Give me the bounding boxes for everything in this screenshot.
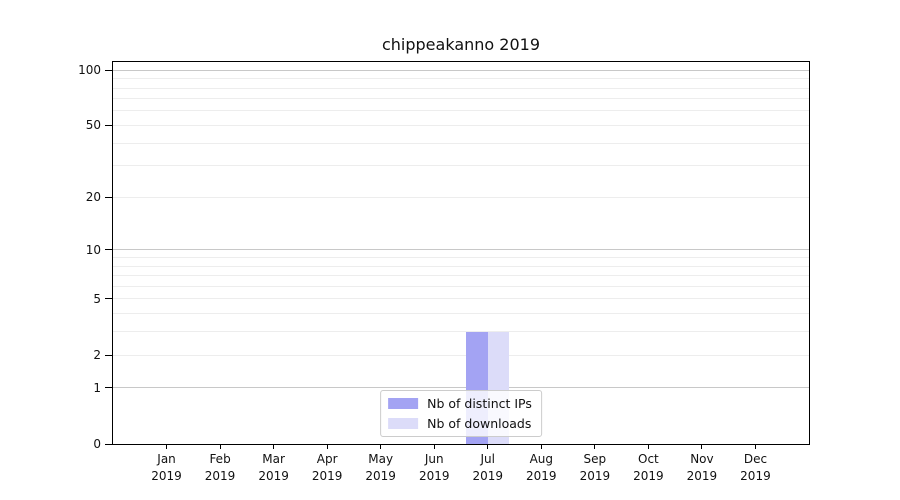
y-tick-label: 100 [78, 63, 101, 78]
x-tick-label: May 2019 [365, 452, 396, 483]
y-gridline-minor [113, 142, 809, 144]
y-gridline-major [113, 249, 809, 251]
y-gridline-minor [113, 313, 809, 315]
y-gridline-minor [113, 124, 809, 126]
y-gridline-minor [113, 196, 809, 198]
x-tick-mark [166, 444, 168, 449]
y-tick-label: 10 [85, 242, 101, 257]
x-tick-mark [326, 444, 328, 449]
x-tick-label: Jun 2019 [418, 452, 450, 483]
x-tick-mark [219, 444, 221, 449]
y-tick-mark [105, 443, 112, 445]
x-tick-mark [754, 444, 756, 449]
legend-swatch-distinct-ips-icon [388, 398, 419, 409]
chart-title: chippeakanno 2019 [381, 35, 540, 54]
legend-item-downloads: Nb of downloads [388, 416, 532, 431]
y-gridline-minor [113, 298, 809, 300]
y-gridline-minor [113, 87, 809, 89]
y-tick-mark [105, 249, 112, 251]
y-tick-mark [105, 298, 112, 300]
x-tick-mark [273, 444, 275, 449]
x-tick-label: Apr 2019 [311, 452, 343, 483]
legend-label-downloads: Nb of downloads [427, 416, 532, 431]
plot-area: 0 1 2 5 10 20 50 100 Jan 2019 Feb 2019 Mar 2019 Apr… [78, 61, 810, 483]
x-tick-label: Dec 2019 [740, 452, 771, 483]
y-tick-mark [105, 124, 112, 126]
y-gridline-minor [113, 354, 809, 356]
x-tick-mark [380, 444, 382, 449]
y-tick-mark [105, 196, 112, 198]
y-tick-label: 20 [85, 190, 101, 205]
y-gridline-minor [113, 78, 809, 80]
x-tick-mark [433, 444, 435, 449]
x-tick-label: Jul 2019 [472, 452, 504, 483]
y-tick-label: 50 [85, 118, 101, 133]
y-gridline-minor [113, 256, 809, 258]
x-tick-label: Nov 2019 [686, 452, 718, 483]
y-gridline-minor [113, 165, 809, 167]
y-gridline-major [113, 387, 809, 389]
y-tick-label: 0 [93, 437, 101, 451]
y-gridline-minor [113, 98, 809, 100]
y-tick-label: 1 [93, 380, 101, 395]
x-tick-mark [487, 444, 489, 449]
y-gridline-minor [113, 331, 809, 333]
y-gridline-major [113, 69, 809, 71]
x-tick-label: Oct 2019 [633, 452, 664, 483]
y-tick-label: 2 [93, 348, 101, 362]
y-tick-label: 5 [93, 291, 101, 306]
legend-item-distinct-ips: Nb of distinct IPs [388, 396, 532, 411]
y-gridline-minor [113, 285, 809, 287]
y-gridline-minor [113, 275, 809, 277]
x-tick-label: Aug 2019 [526, 452, 557, 483]
legend-swatch-downloads-icon [388, 418, 419, 429]
x-tick-label: Mar 2019 [258, 452, 289, 483]
x-tick-label: Sep 2019 [579, 452, 611, 483]
y-tick-mark [105, 354, 112, 356]
legend-label-distinct-ips: Nb of distinct IPs [427, 396, 532, 411]
x-tick-mark [701, 444, 703, 449]
y-gridline-minor [113, 110, 809, 112]
x-tick-mark [647, 444, 649, 449]
x-tick-label: Feb 2019 [204, 452, 236, 483]
plot-inner: 0 1 2 5 10 20 50 100 Jan 2019 Feb 2019 Mar 2019 Apr… [78, 62, 809, 483]
x-tick-mark [540, 444, 542, 449]
y-tick-mark [105, 69, 112, 71]
y-gridline-minor [113, 265, 809, 267]
legend: Nb of distinct IPs Nb of downloads [380, 390, 542, 437]
y-tick-mark [105, 387, 112, 389]
x-tick-label: Jan 2019 [151, 452, 182, 483]
x-tick-mark [594, 444, 596, 449]
